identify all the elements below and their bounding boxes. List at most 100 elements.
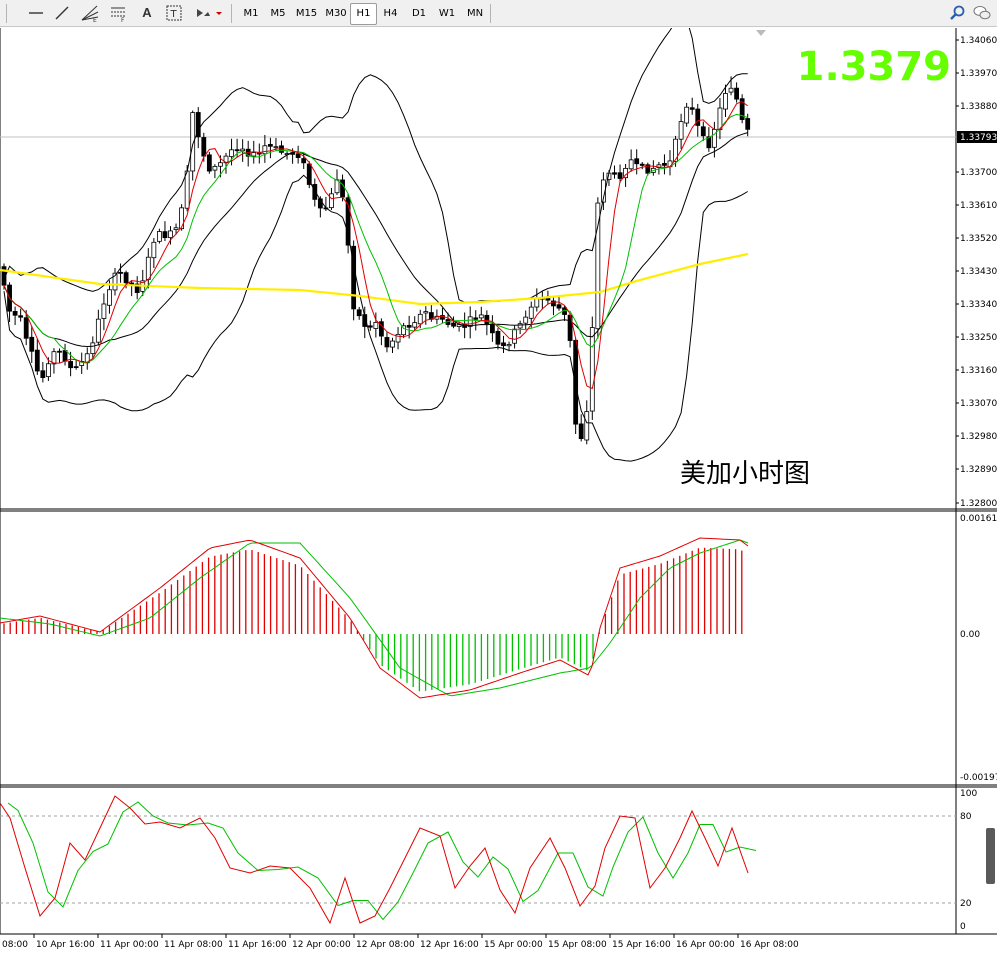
candle-body <box>662 163 667 166</box>
text-box-glyph: T <box>170 9 178 20</box>
candle-body <box>728 87 734 93</box>
candle-body <box>467 316 473 327</box>
candle-body <box>68 361 73 369</box>
stochastic-level-label: 0 <box>960 922 966 932</box>
price-axis-label: 1.33880 <box>960 102 997 112</box>
candle-body <box>684 106 690 124</box>
candle-body <box>528 306 534 319</box>
candle-body <box>173 227 179 231</box>
price-axis-label: 1.33970 <box>960 69 997 79</box>
candle-body <box>706 136 712 149</box>
candle-body <box>195 112 201 138</box>
candle-body <box>412 322 418 328</box>
candle-body <box>700 126 706 137</box>
timeframe-m30-button[interactable]: M30 <box>325 8 347 19</box>
time-axis-label: 11 Apr 08:00 <box>164 940 223 950</box>
chat-icon[interactable] <box>972 4 992 22</box>
time-axis-label: 08:00 <box>2 940 28 950</box>
price-axis-label: 1.33250 <box>960 333 997 343</box>
price-axis-label: 1.33070 <box>960 399 997 409</box>
candle-body <box>584 411 590 441</box>
candle-body <box>201 137 207 157</box>
slow-moving-average-line <box>3 113 748 364</box>
timeframe-h1-button[interactable]: H1 <box>350 3 377 25</box>
time-axis-label: 10 Apr 16:00 <box>36 940 95 950</box>
stochastic-d-line <box>7 801 757 921</box>
stochastic-level-label: 80 <box>960 812 972 822</box>
candle-body <box>501 342 506 347</box>
candle-body <box>451 322 456 327</box>
candle-body <box>273 146 279 149</box>
candle-body <box>534 297 540 308</box>
candle-body <box>107 289 112 306</box>
price-axis-label: 1.33700 <box>960 168 997 178</box>
price-axis-label: 1.34060 <box>960 36 997 46</box>
toolbar-separator <box>231 4 232 23</box>
macd-zero-label: 0.00 <box>960 630 980 640</box>
price-axis-label: 1.32890 <box>960 465 997 475</box>
timeframe-m15-button[interactable]: M15 <box>295 8 318 19</box>
candle-body <box>367 325 373 328</box>
candle-body <box>134 283 140 293</box>
candle-body <box>373 321 379 329</box>
timeframe-mn-button[interactable]: MN <box>466 8 484 19</box>
candle-body <box>184 170 190 209</box>
time-axis-label: 12 Apr 08:00 <box>356 940 415 950</box>
timeframe-h4-button[interactable]: H4 <box>383 8 398 19</box>
svg-text:F: F <box>121 17 125 22</box>
candle-body <box>101 303 107 319</box>
candle-body <box>190 112 196 172</box>
candle-body <box>145 256 151 280</box>
stochastic-level-label: 100 <box>960 789 977 799</box>
horizontal-line-icon[interactable] <box>26 4 46 22</box>
timeframe-d1-button[interactable]: D1 <box>411 8 427 19</box>
chart-watermark-title: 美加小时图 <box>680 459 810 489</box>
candle-body <box>578 423 584 440</box>
macd-histogram <box>3 547 743 692</box>
candle-body <box>29 336 35 352</box>
fibonacci-fan-icon[interactable]: E <box>80 4 100 24</box>
price-axis-label: 1.33520 <box>960 234 997 244</box>
candle-body <box>734 87 739 100</box>
pane-scroll-handle[interactable] <box>986 828 995 884</box>
text-box-icon[interactable]: T <box>164 4 184 22</box>
fibonacci-retracement-icon[interactable]: F <box>108 4 128 24</box>
candle-body <box>639 163 645 166</box>
candle-body <box>506 344 512 347</box>
bollinger-upper-line <box>3 28 748 303</box>
candle-body <box>656 164 662 169</box>
candle-body <box>395 333 401 343</box>
candle-body <box>440 315 445 320</box>
candle-body <box>251 152 257 157</box>
price-axis-label: 1.33430 <box>960 267 997 277</box>
time-axis-label: 15 Apr 08:00 <box>548 940 607 950</box>
candle-body <box>356 309 362 317</box>
candle-body <box>678 121 684 140</box>
candle-body <box>695 108 701 126</box>
macd-min-label: -0.00197 <box>960 773 997 783</box>
candle-body <box>384 337 390 348</box>
candle-body <box>129 282 135 285</box>
stochastic-k-line <box>0 795 749 925</box>
timeframe-w1-button[interactable]: W1 <box>438 8 456 19</box>
trendline-icon[interactable] <box>52 4 72 22</box>
arrows-icon[interactable] <box>194 4 224 22</box>
fast-moving-average-line <box>3 101 748 390</box>
timeframe-m5-button[interactable]: M5 <box>270 8 286 19</box>
price-axis-label: 1.33610 <box>960 201 997 211</box>
candle-body <box>240 148 246 152</box>
time-axis-label: 12 Apr 00:00 <box>292 940 351 950</box>
candle-body <box>34 349 40 372</box>
search-icon[interactable] <box>948 4 968 22</box>
timeframe-m1-button[interactable]: M1 <box>243 8 259 19</box>
candle-body <box>234 149 240 152</box>
candle-body <box>206 154 212 172</box>
text-label-icon[interactable]: A <box>142 5 152 20</box>
macd-max-label: 0.001611 <box>960 514 997 524</box>
candle-body <box>18 315 24 318</box>
candle-body <box>295 153 301 158</box>
chart-window[interactable]: 1.34060 1.33970 1.33880 1.33700 1.33610 1.335… <box>0 28 997 956</box>
candle-body <box>645 164 651 174</box>
candle-body <box>57 350 62 353</box>
candle-body <box>745 118 751 130</box>
